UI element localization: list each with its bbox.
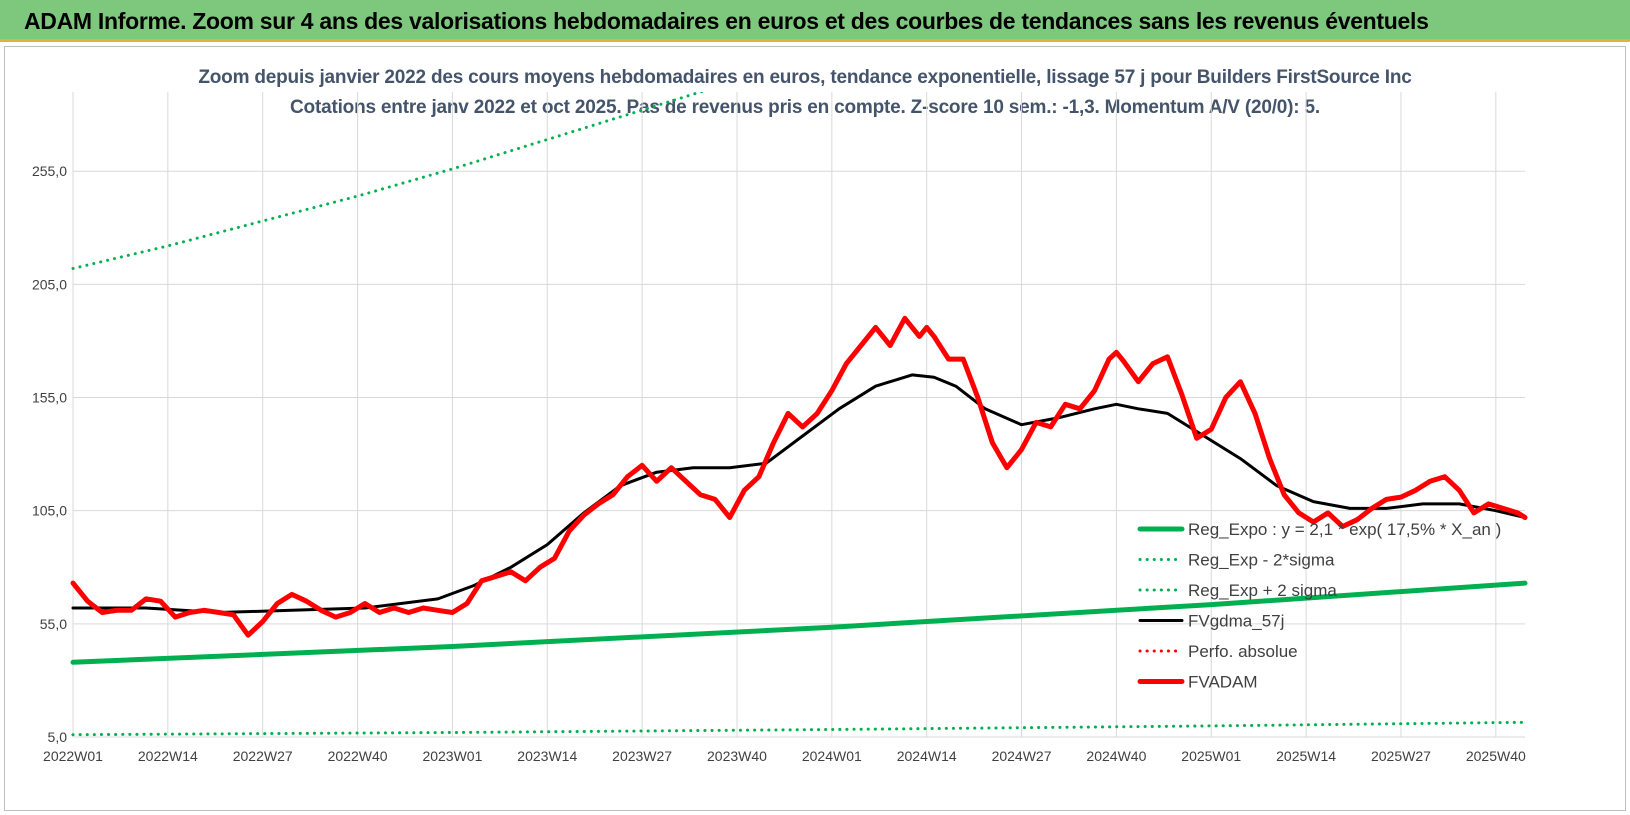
x-tick-label: 2022W01 — [43, 748, 103, 764]
series-line-fvadam — [70, 315, 1528, 638]
legend-label: Reg_Expo : y = 2,1 * exp( 17,5% * X_an ) — [1188, 520, 1501, 539]
x-tick-label: 2025W40 — [1466, 748, 1526, 764]
legend-label: Reg_Exp + 2 sigma — [1188, 581, 1337, 600]
series-line-fvgdma-57j — [71, 373, 1527, 614]
x-tick-label: 2025W14 — [1276, 748, 1336, 764]
x-tick-label: 2023W14 — [517, 748, 577, 764]
y-tick-label: 205,0 — [32, 276, 67, 292]
x-tick-label: 2022W40 — [328, 748, 388, 764]
legend-label: Perfo. absolue — [1188, 642, 1298, 661]
x-axis: 2022W01 2022W14 2022W27 2022W40 2023W01 2023W… — [43, 748, 1526, 764]
y-tick-label: 55,0 — [40, 616, 67, 632]
grid-lines — [72, 92, 1525, 738]
series-line-reg-exp-2-sigma — [71, 92, 706, 270]
chart-title: Zoom depuis janvier 2022 des cours moyen… — [198, 67, 1412, 88]
x-tick-label: 2023W40 — [707, 748, 767, 764]
legend: Reg_Expo : y = 2,1 * exp( 17,5% * X_an )… — [1137, 520, 1501, 692]
series-line-reg-exp-2-sigma — [71, 720, 1527, 737]
y-tick-label: 155,0 — [32, 390, 67, 406]
x-tick-label: 2025W27 — [1371, 748, 1431, 764]
report-banner: ADAM Informe. Zoom sur 4 ans des valoris… — [0, 0, 1630, 42]
series-group — [70, 92, 1528, 737]
y-tick-label: 255,0 — [32, 163, 67, 179]
y-tick-label: 105,0 — [32, 503, 67, 519]
x-tick-label: 2023W27 — [612, 748, 672, 764]
series-line-reg-expo-y-2-1-exp-17-5-x-an — [70, 580, 1528, 665]
x-tick-label: 2024W01 — [802, 748, 862, 764]
x-tick-label: 2024W40 — [1086, 748, 1146, 764]
y-axis: 5,0 55,0 105,0 155,0 205,0 255,0 — [32, 163, 67, 745]
x-tick-label: 2024W27 — [992, 748, 1052, 764]
x-tick-label: 2024W14 — [897, 748, 957, 764]
report-title: ADAM Informe. Zoom sur 4 ans des valoris… — [24, 8, 1429, 34]
x-tick-label: 2025W01 — [1181, 748, 1241, 764]
legend-label: FVADAM — [1188, 673, 1258, 692]
x-tick-label: 2022W14 — [138, 748, 198, 764]
y-tick-label: 5,0 — [48, 729, 68, 745]
legend-label: Reg_Exp - 2*sigma — [1188, 551, 1335, 570]
x-tick-label: 2023W01 — [422, 748, 482, 764]
x-tick-label: 2022W27 — [233, 748, 293, 764]
legend-label: FVgdma_57j — [1188, 612, 1284, 631]
